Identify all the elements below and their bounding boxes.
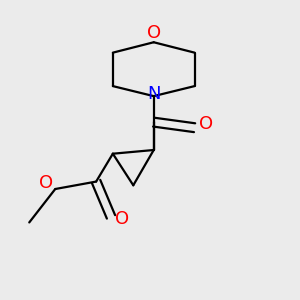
Text: N: N xyxy=(147,85,160,103)
Text: O: O xyxy=(39,174,53,192)
Text: O: O xyxy=(199,115,213,133)
Text: O: O xyxy=(147,24,161,42)
Text: O: O xyxy=(115,210,129,228)
